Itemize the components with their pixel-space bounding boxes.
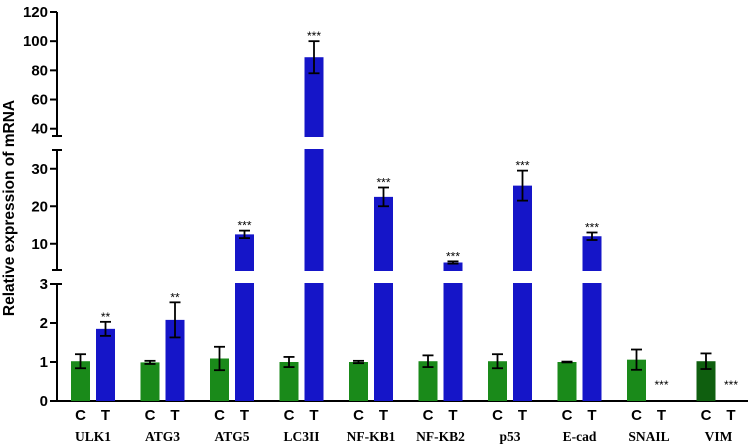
category-label: ULK1: [75, 429, 111, 444]
bar-T: [304, 57, 324, 401]
bar-C: [557, 362, 577, 401]
bar-C: [349, 362, 368, 401]
significance-label: ***: [446, 249, 460, 263]
group-label: T: [726, 407, 735, 424]
y-tick-label: 100: [23, 33, 48, 50]
group-label: C: [701, 407, 712, 424]
axis-break-gap: [59, 137, 749, 149]
group-label: C: [492, 407, 503, 424]
y-tick-label: 60: [31, 92, 48, 109]
group-label: C: [75, 407, 86, 424]
bar-T: [235, 234, 254, 401]
group-label: C: [284, 407, 295, 424]
bar-C: [71, 361, 90, 401]
group-label: T: [448, 407, 457, 424]
category-label: NF-KB2: [416, 429, 465, 444]
y-tick-label: 0: [40, 393, 48, 410]
axis-break-gap: [59, 271, 749, 283]
y-tick-label: 10: [31, 236, 48, 253]
group-label: T: [657, 407, 666, 424]
labels: 0 1 2 3 10 20 30 40 60 80 100 120 C ** T ULK1 C ** T ATG3 C *…: [23, 4, 738, 444]
significance-label: ***: [724, 378, 738, 392]
significance-label: ***: [376, 176, 390, 190]
category-label: SNAIL: [628, 429, 669, 444]
category-label: p53: [499, 429, 520, 444]
category-label: VIM: [705, 429, 733, 444]
y-tick-label: 20: [31, 198, 48, 215]
significance-label: ***: [515, 159, 529, 173]
y-tick-label: 120: [23, 4, 48, 21]
group-label: T: [170, 407, 179, 424]
y-tick-label: 30: [31, 161, 48, 178]
bar-T: [96, 328, 115, 401]
group-label: C: [353, 407, 364, 424]
group-label: C: [145, 407, 156, 424]
category-label: E-cad: [563, 429, 597, 444]
y-tick-label: 1: [40, 354, 48, 371]
category-label: LC3II: [283, 429, 319, 444]
significance-label: **: [101, 310, 111, 324]
group-label: T: [240, 407, 249, 424]
bar-T: [374, 196, 393, 401]
bar-T: [165, 319, 185, 401]
group-label: T: [309, 407, 318, 424]
group-label: C: [214, 407, 225, 424]
bar-T: [513, 185, 532, 401]
category-label: ATG5: [214, 429, 249, 444]
significance-label: ***: [307, 29, 321, 43]
significance-label: ***: [237, 219, 251, 233]
group-label: T: [587, 407, 596, 424]
group-label: T: [518, 407, 527, 424]
y-axis-label: Relative expression of mRNA: [1, 100, 18, 316]
group-label: C: [631, 407, 642, 424]
y-tick-label: 80: [31, 62, 48, 79]
significance-label: ***: [654, 378, 668, 392]
bar-C: [696, 361, 716, 401]
group-label: C: [562, 407, 573, 424]
significance-label: ***: [585, 221, 599, 235]
group-label: C: [423, 407, 434, 424]
bar-T: [582, 236, 602, 401]
bar-T: [443, 262, 463, 401]
bar-C: [210, 358, 229, 401]
bar-C: [488, 361, 507, 401]
bars: [59, 40, 749, 401]
y-tick-label: 2: [40, 315, 48, 332]
group-label: T: [101, 407, 110, 424]
category-label: ATG3: [145, 429, 180, 444]
category-label: NF-KB1: [347, 429, 396, 444]
bar-C: [140, 362, 160, 401]
y-tick-label: 40: [31, 121, 48, 138]
y-tick-label: 3: [40, 276, 48, 293]
bar-C: [418, 361, 438, 401]
significance-label: **: [170, 290, 180, 304]
group-label: T: [379, 407, 388, 424]
y-axis: [50, 11, 748, 402]
bar-C: [279, 362, 299, 401]
